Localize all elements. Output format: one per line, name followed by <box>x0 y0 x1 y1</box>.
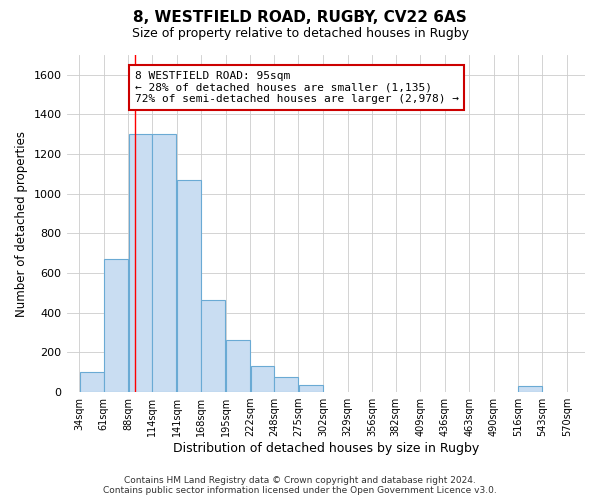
X-axis label: Distribution of detached houses by size in Rugby: Distribution of detached houses by size … <box>173 442 479 455</box>
Bar <box>104 259 128 392</box>
Bar <box>518 386 542 392</box>
Text: 8, WESTFIELD ROAD, RUGBY, CV22 6AS: 8, WESTFIELD ROAD, RUGBY, CV22 6AS <box>133 10 467 25</box>
Bar <box>177 180 201 392</box>
Bar <box>202 300 226 392</box>
Y-axis label: Number of detached properties: Number of detached properties <box>15 130 28 316</box>
Bar <box>128 134 152 392</box>
Bar <box>80 372 104 392</box>
Bar <box>152 134 176 392</box>
Bar <box>251 366 274 392</box>
Bar <box>274 377 298 392</box>
Bar <box>226 340 250 392</box>
Bar <box>299 385 323 392</box>
Text: Contains HM Land Registry data © Crown copyright and database right 2024.
Contai: Contains HM Land Registry data © Crown c… <box>103 476 497 495</box>
Text: Size of property relative to detached houses in Rugby: Size of property relative to detached ho… <box>131 28 469 40</box>
Text: 8 WESTFIELD ROAD: 95sqm
← 28% of detached houses are smaller (1,135)
72% of semi: 8 WESTFIELD ROAD: 95sqm ← 28% of detache… <box>135 71 459 104</box>
